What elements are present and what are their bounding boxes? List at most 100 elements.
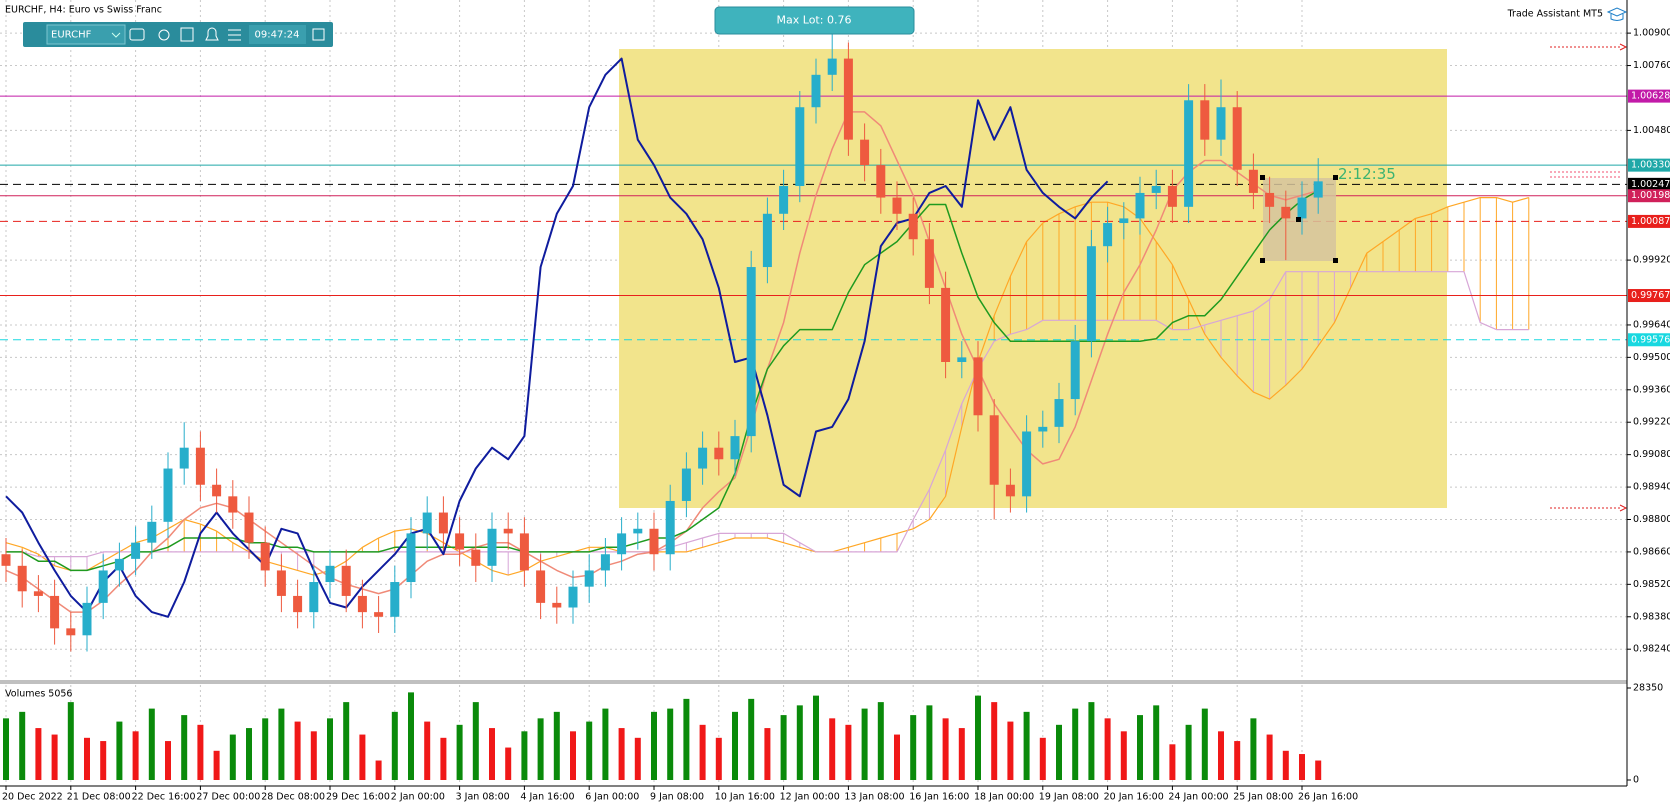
volume-bar [1039, 737, 1046, 780]
axes: 1.00900 1.00760 1.00480 0.99920 0.99640 0.995… [2, 28, 1670, 803]
volume-bar [1072, 708, 1079, 780]
calendar-button[interactable] [180, 27, 194, 42]
x-tick-label: 4 Jan 16:00 [520, 792, 574, 803]
x-tick-label: 26 Jan 16:00 [1298, 792, 1358, 803]
candle-body [989, 415, 999, 485]
handle[interactable] [1260, 175, 1265, 180]
button-background[interactable] [714, 6, 915, 35]
y-tick-label: 0.98380 [1633, 611, 1670, 622]
handle[interactable] [1260, 258, 1265, 263]
handle[interactable] [1333, 258, 1338, 263]
volume-bar [829, 718, 836, 780]
candle-body [649, 528, 659, 555]
handle[interactable] [1296, 217, 1301, 222]
x-tick-label: 2 Jan 00:00 [391, 792, 445, 803]
volume-bar [813, 695, 819, 780]
x-tick-label: 9 Jan 08:00 [650, 792, 704, 803]
candle-body [973, 357, 983, 416]
level-label-bg [1628, 177, 1670, 191]
volume-bar [958, 728, 965, 780]
clock: 09:47:24 [255, 30, 300, 41]
candle-body [908, 213, 918, 240]
volume-bar [391, 711, 398, 780]
level-label: 1.00628 [1631, 91, 1670, 102]
volume-bar [796, 705, 803, 780]
y-tick-label: 0.99080 [1633, 449, 1670, 460]
candle-body [600, 554, 610, 571]
candle-body [860, 139, 870, 166]
level-label: 1.00330 [1631, 160, 1670, 171]
price-levels [0, 95, 1627, 341]
x-tick-label: 19 Jan 08:00 [1039, 792, 1099, 803]
menu-button[interactable] [228, 29, 241, 41]
candle-body [584, 570, 594, 587]
y-tick-label: 0.99220 [1633, 417, 1670, 428]
restore-button[interactable] [312, 28, 325, 41]
volume-bar [51, 734, 58, 780]
volume-bar [310, 731, 317, 780]
arrow-head [1619, 504, 1628, 512]
volume-bar [294, 721, 301, 780]
symbol-select[interactable] [46, 24, 126, 45]
candle-body [1005, 484, 1015, 497]
candle-body [1038, 426, 1048, 432]
candle-body [228, 496, 238, 513]
candle-body [957, 357, 967, 363]
countdown: 2:12:35 [1338, 165, 1396, 183]
candle-body [665, 500, 675, 555]
candle-body [293, 595, 303, 613]
x-tick-label: 21 Dec 08:00 [67, 792, 131, 803]
screenshot-button[interactable] [129, 28, 145, 41]
candle-body [1184, 100, 1194, 207]
candle-body [1086, 246, 1096, 342]
volume-bar [1299, 754, 1305, 780]
volume-bar [505, 747, 512, 780]
candle-body [1281, 206, 1291, 219]
candle-body [114, 558, 124, 571]
max-lot-button[interactable]: Max Lot: 0.76 [714, 6, 915, 35]
indicator-line [6, 189, 1319, 572]
candles [1, 28, 1323, 652]
volume-bar [748, 698, 755, 780]
volume-bar [132, 731, 139, 780]
candle-body [1265, 192, 1275, 207]
level-label: 1.00198 [1631, 190, 1670, 201]
volume-bar [1266, 734, 1273, 780]
handle[interactable] [1333, 175, 1338, 180]
volume-bar [424, 721, 431, 780]
volume-bar [699, 724, 706, 780]
volume-bar [229, 734, 236, 780]
candle-body [1022, 431, 1032, 497]
alert-button[interactable] [205, 27, 219, 41]
volume-bar [861, 708, 868, 780]
assistant-icon[interactable] [1606, 7, 1628, 21]
pane-separator [0, 680, 1627, 684]
chart-title: EURCHF, H4: Euro vs Swiss Franc [5, 5, 162, 16]
volume-bar [375, 760, 382, 780]
volume-bar [246, 728, 252, 780]
volume-pane [3, 692, 1322, 780]
volume-bar [1169, 744, 1176, 780]
candle-body [325, 565, 335, 583]
eye-button[interactable] [158, 29, 170, 41]
ichimoku-cloud [5, 197, 1530, 576]
volume-bar [715, 737, 722, 780]
candle-body [941, 287, 951, 363]
candle-body [730, 436, 740, 460]
senkou-span-a [5, 197, 1529, 576]
toolbar: EURCHF 09:47:24 [23, 22, 333, 47]
y-tick-label: 0.99640 [1633, 319, 1670, 330]
volume-bar [894, 734, 900, 780]
candle-body [1297, 197, 1307, 219]
volume-bar [262, 718, 269, 780]
x-tick-label: 18 Jan 00:00 [974, 792, 1034, 803]
volume-bar [683, 698, 690, 780]
y-tick-label: 0.99920 [1633, 255, 1670, 266]
candle-body [195, 447, 205, 485]
volume-bar [1282, 750, 1289, 780]
candle-body [779, 185, 789, 214]
volume-bar [472, 702, 479, 780]
level-label-bg [1628, 89, 1670, 103]
